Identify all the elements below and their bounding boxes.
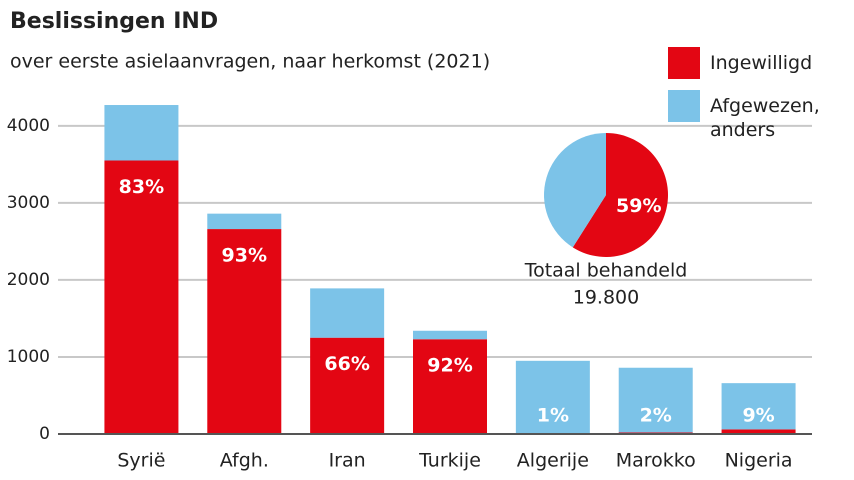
value-label: 83% — [119, 176, 164, 198]
y-tick-label: 0 — [39, 424, 50, 444]
x-tick-label: Nigeria — [725, 450, 793, 472]
x-tick-label: Syrië — [117, 450, 165, 472]
value-label: 1% — [537, 405, 569, 427]
y-tick-label: 2000 — [7, 270, 50, 290]
bar-segment — [104, 105, 179, 161]
bar-segment — [618, 367, 693, 433]
value-label: 93% — [222, 245, 267, 267]
pie-slice — [544, 133, 606, 248]
bar-segment — [515, 360, 590, 434]
y-tick-label: 4000 — [7, 116, 50, 136]
pie-caption: Totaal behandeld — [524, 260, 688, 282]
bar-segment — [310, 288, 385, 338]
value-label: 92% — [427, 355, 472, 377]
x-tick-label: Afgh. — [220, 450, 269, 472]
legend-swatch — [668, 47, 700, 79]
value-label: 2% — [640, 405, 672, 427]
chart-title: Beslissingen IND — [10, 9, 218, 34]
bar-segment — [413, 339, 487, 434]
pie-label: 59% — [616, 195, 661, 217]
legend-label: Afgewezen, anders — [710, 95, 820, 141]
x-tick-label: Turkije — [418, 450, 481, 472]
value-label: 66% — [324, 353, 369, 375]
value-label: 9% — [742, 405, 774, 427]
pie-total: 19.800 — [573, 287, 639, 309]
bar-segment — [207, 213, 282, 230]
x-tick-label: Algerije — [517, 450, 589, 472]
chart-subtitle: over eerste asielaanvragen, naar herkoms… — [10, 51, 490, 73]
legend-swatch — [668, 90, 700, 122]
legend-label: Ingewilligd — [710, 52, 813, 74]
x-tick-label: Iran — [329, 450, 366, 472]
pie-slice — [572, 133, 668, 257]
bar-segment — [721, 383, 796, 430]
bar-segment — [104, 160, 179, 434]
bar-segment — [207, 229, 282, 434]
bar-segment — [413, 330, 487, 340]
x-tick-label: Marokko — [616, 450, 696, 472]
y-tick-label: 3000 — [7, 193, 50, 213]
bar-segment — [721, 429, 796, 434]
bar-segment — [310, 337, 385, 434]
y-tick-label: 1000 — [7, 347, 50, 367]
